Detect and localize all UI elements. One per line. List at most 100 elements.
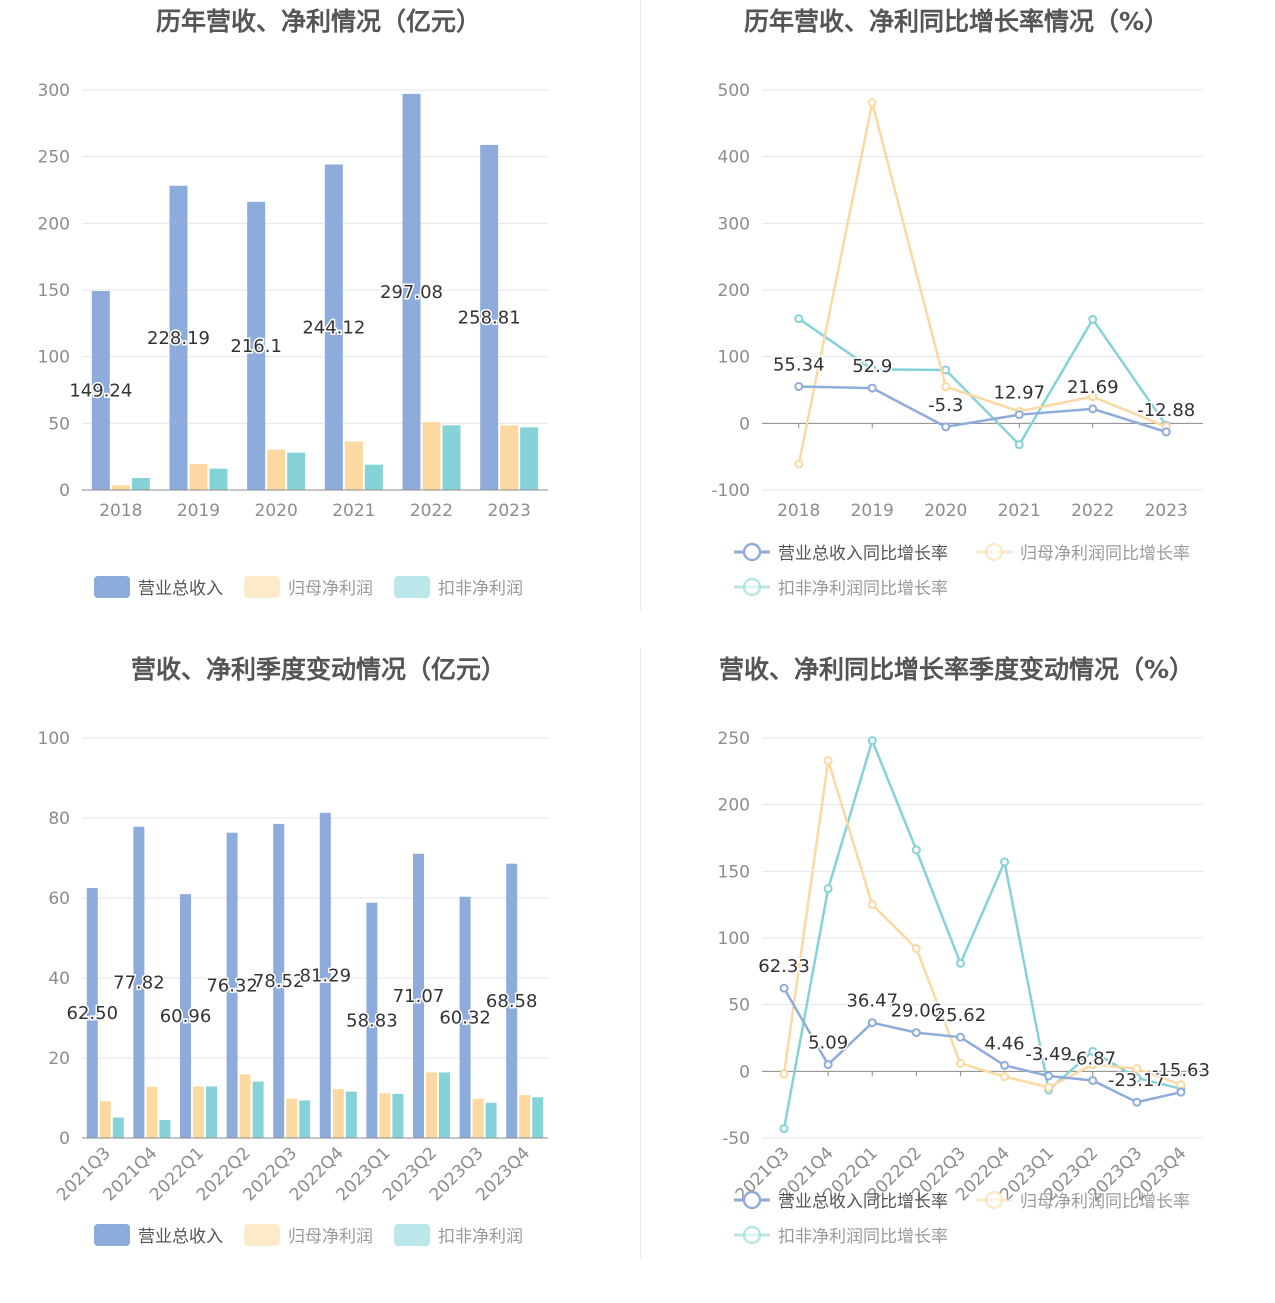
y-tick-label: 100: [718, 929, 750, 949]
data-point: [1176, 1080, 1186, 1090]
bar-parent-profit: [426, 1072, 437, 1138]
data-label: 55.34: [773, 354, 825, 375]
bar-revenue: [366, 902, 378, 1138]
data-point: [823, 884, 833, 894]
legend-swatch: [394, 576, 430, 598]
data-label: 62.50: [67, 1003, 119, 1024]
data-point: [1044, 1082, 1054, 1092]
bar-non-recurring-profit: [206, 1086, 217, 1138]
x-tick-label: 2023: [488, 501, 531, 521]
bar-parent-profit: [472, 1098, 484, 1138]
bar-parent-profit: [189, 464, 208, 490]
data-point: [1088, 1046, 1098, 1056]
data-point: [955, 958, 965, 968]
y-tick-label: -100: [711, 481, 750, 501]
legend-label: 营业总收入: [138, 579, 223, 599]
y-tick-label: 200: [38, 214, 70, 234]
x-tick-label: 2018: [777, 501, 820, 521]
bar-parent-profit: [146, 1086, 158, 1138]
bar-non-recurring-profit: [345, 1091, 357, 1138]
bar-revenue: [413, 853, 424, 1138]
bar-revenue: [180, 894, 191, 1138]
data-point: [1088, 392, 1098, 402]
data-label: 216.1: [230, 336, 282, 357]
data-point: [1088, 1075, 1098, 1085]
data-label: -23.17: [1108, 1070, 1166, 1091]
bar-revenue: [506, 863, 518, 1138]
data-point: [867, 736, 877, 746]
quarter-growth-title: 营收、净利同比增长率季度变动情况（%）: [718, 655, 1195, 684]
bar-revenue: [459, 896, 471, 1138]
data-point: [941, 422, 951, 432]
legend-label: 营业总收入: [138, 1227, 223, 1247]
annual-amount-panel: 历年营收、净利情况（亿元） 0 50 100 150 200 250 300 149.24 22…: [0, 0, 637, 651]
legend-swatch: [244, 1224, 280, 1246]
data-point: [1132, 1073, 1142, 1083]
data-point: [1132, 1064, 1142, 1074]
annual-amount-chart: 0 50 100 150 200 250 300 149.24 228.19 216.1 244.1…: [38, 81, 548, 599]
x-tick-label: 2023: [1145, 501, 1188, 521]
bar-parent-profit: [500, 425, 519, 490]
legend-marker: [742, 1225, 762, 1245]
x-tick-label: 2022: [1071, 501, 1114, 521]
data-point: [823, 1060, 833, 1070]
data-label: 36.47: [846, 991, 898, 1012]
bar-parent-profit: [239, 1074, 251, 1138]
bar-parent-profit: [193, 1086, 204, 1138]
bar-non-recurring-profit: [392, 1094, 404, 1138]
y-tick-label: 0: [739, 414, 750, 434]
data-label: 21.69: [1067, 377, 1119, 398]
data-label: 60.32: [439, 1007, 491, 1028]
x-tick-label: 2019: [851, 501, 894, 521]
bar-non-recurring-profit: [439, 1072, 450, 1138]
quarter-growth-chart: -50 0 50 100 150 200 250 62.33 5.09 36.4729.0625.…: [718, 729, 1212, 1247]
data-point: [1000, 1060, 1010, 1070]
legend-marker: [742, 542, 762, 562]
legend-label: 归母净利润: [288, 1227, 373, 1247]
legend-label: 扣非净利润同比增长率: [778, 579, 948, 599]
series-line: [782, 987, 1182, 1104]
series-line: [797, 102, 1167, 465]
quarter-amount-panel: 营收、净利季度变动情况（亿元） 0 20 40 60 80 100 62.50 77.82 60…: [0, 648, 637, 1299]
legend-label: 扣非净利润: [438, 579, 523, 599]
data-point: [1000, 1072, 1010, 1082]
legend-swatch: [244, 576, 280, 598]
data-label: 12.97: [993, 383, 1045, 404]
data-point: [1176, 1087, 1186, 1097]
data-label: 60.96: [160, 1006, 212, 1027]
data-point: [1000, 857, 1010, 867]
data-point: [779, 983, 789, 993]
annual-growth-title: 历年营收、净利同比增长率情况（%）: [743, 7, 1170, 36]
legend-label: 扣非净利润: [438, 1227, 523, 1247]
y-tick-label: 20: [48, 1049, 70, 1069]
x-tick-label: 2020: [924, 501, 967, 521]
data-point: [1132, 1097, 1142, 1107]
y-tick-label: 250: [718, 729, 750, 749]
data-point: [1044, 1071, 1054, 1081]
y-tick-label: 150: [718, 862, 750, 882]
data-point: [867, 1018, 877, 1028]
bar-non-recurring-profit: [532, 1097, 544, 1138]
legend-label: 归母净利润同比增长率: [1020, 544, 1190, 564]
y-tick-label: 50: [728, 996, 750, 1016]
legend-label: 归母净利润: [288, 579, 373, 599]
bar-non-recurring-profit: [112, 1117, 124, 1138]
y-tick-label: 250: [38, 148, 70, 168]
y-tick-label: 400: [718, 148, 750, 168]
bar-parent-profit: [332, 1089, 344, 1138]
bar-parent-profit: [99, 1101, 111, 1138]
bar-parent-profit: [344, 441, 363, 490]
data-point: [1014, 440, 1024, 450]
x-tick-label: 2021: [998, 501, 1041, 521]
data-point: [794, 459, 804, 469]
bar-revenue: [324, 164, 343, 491]
annual-amount-title: 历年营收、净利情况（亿元）: [155, 7, 481, 36]
series-line: [782, 736, 1182, 1129]
bar-parent-profit: [519, 1095, 531, 1138]
data-point: [955, 1058, 965, 1068]
data-point: [941, 382, 951, 392]
x-tick-label: 2022: [410, 501, 453, 521]
legend-label: 营业总收入同比增长率: [778, 1192, 948, 1212]
x-tick-label: 2018: [99, 501, 142, 521]
data-label: 5.09: [808, 1033, 848, 1054]
